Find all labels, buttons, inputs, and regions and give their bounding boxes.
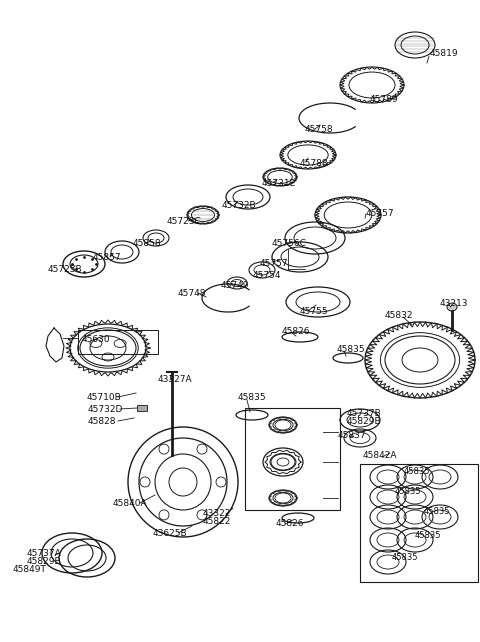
- Bar: [360, 464, 478, 582]
- Text: 45840A: 45840A: [113, 498, 148, 507]
- Text: 45842A: 45842A: [363, 451, 397, 460]
- Text: 45754: 45754: [253, 270, 281, 279]
- Text: 45731E: 45731E: [262, 178, 296, 187]
- Text: 45832: 45832: [385, 311, 413, 320]
- Text: 45732D: 45732D: [88, 404, 123, 413]
- Text: 45725B: 45725B: [48, 266, 83, 275]
- Text: 43625B: 43625B: [153, 530, 188, 539]
- Text: 45849T: 45849T: [13, 566, 47, 575]
- Text: 45829B: 45829B: [27, 557, 61, 566]
- Text: 45755: 45755: [300, 308, 329, 317]
- Text: 45835: 45835: [424, 507, 451, 516]
- Text: 45826: 45826: [282, 327, 311, 336]
- Text: 45710B: 45710B: [87, 392, 122, 401]
- Ellipse shape: [447, 303, 457, 311]
- Text: 45858: 45858: [133, 239, 162, 248]
- Text: 45789: 45789: [370, 96, 398, 105]
- Bar: [78, 330, 158, 354]
- Text: 45749: 45749: [221, 281, 250, 290]
- Text: 45788: 45788: [300, 159, 329, 168]
- Text: 45829B: 45829B: [347, 417, 382, 426]
- Text: 43213: 43213: [440, 299, 468, 308]
- Text: 45732B: 45732B: [222, 202, 257, 211]
- Text: 45748: 45748: [178, 288, 206, 297]
- Text: 45630: 45630: [82, 336, 110, 345]
- Text: 45819: 45819: [430, 49, 458, 58]
- Text: 45835: 45835: [415, 532, 442, 541]
- Text: 45835: 45835: [404, 467, 431, 476]
- Text: 45835: 45835: [395, 487, 421, 496]
- Text: 45857: 45857: [93, 254, 121, 263]
- Text: 45737B: 45737B: [347, 408, 382, 417]
- Text: 45757: 45757: [260, 259, 288, 268]
- Text: 45737A: 45737A: [27, 548, 62, 557]
- Text: 45835: 45835: [238, 394, 266, 403]
- Text: 45757: 45757: [366, 209, 395, 218]
- Text: 45835: 45835: [337, 345, 366, 354]
- Text: 43322: 43322: [203, 510, 231, 519]
- Text: 45828: 45828: [88, 417, 117, 426]
- Text: 45758: 45758: [305, 125, 334, 135]
- Text: 43327A: 43327A: [158, 376, 192, 385]
- Text: 45723C: 45723C: [167, 218, 202, 227]
- Text: 45826: 45826: [276, 519, 304, 528]
- Text: 45756C: 45756C: [272, 238, 307, 248]
- Text: 45835: 45835: [392, 553, 419, 562]
- Bar: [137, 405, 147, 411]
- Text: 45837: 45837: [338, 431, 367, 440]
- Bar: [245, 408, 340, 510]
- Text: 45822: 45822: [203, 517, 231, 526]
